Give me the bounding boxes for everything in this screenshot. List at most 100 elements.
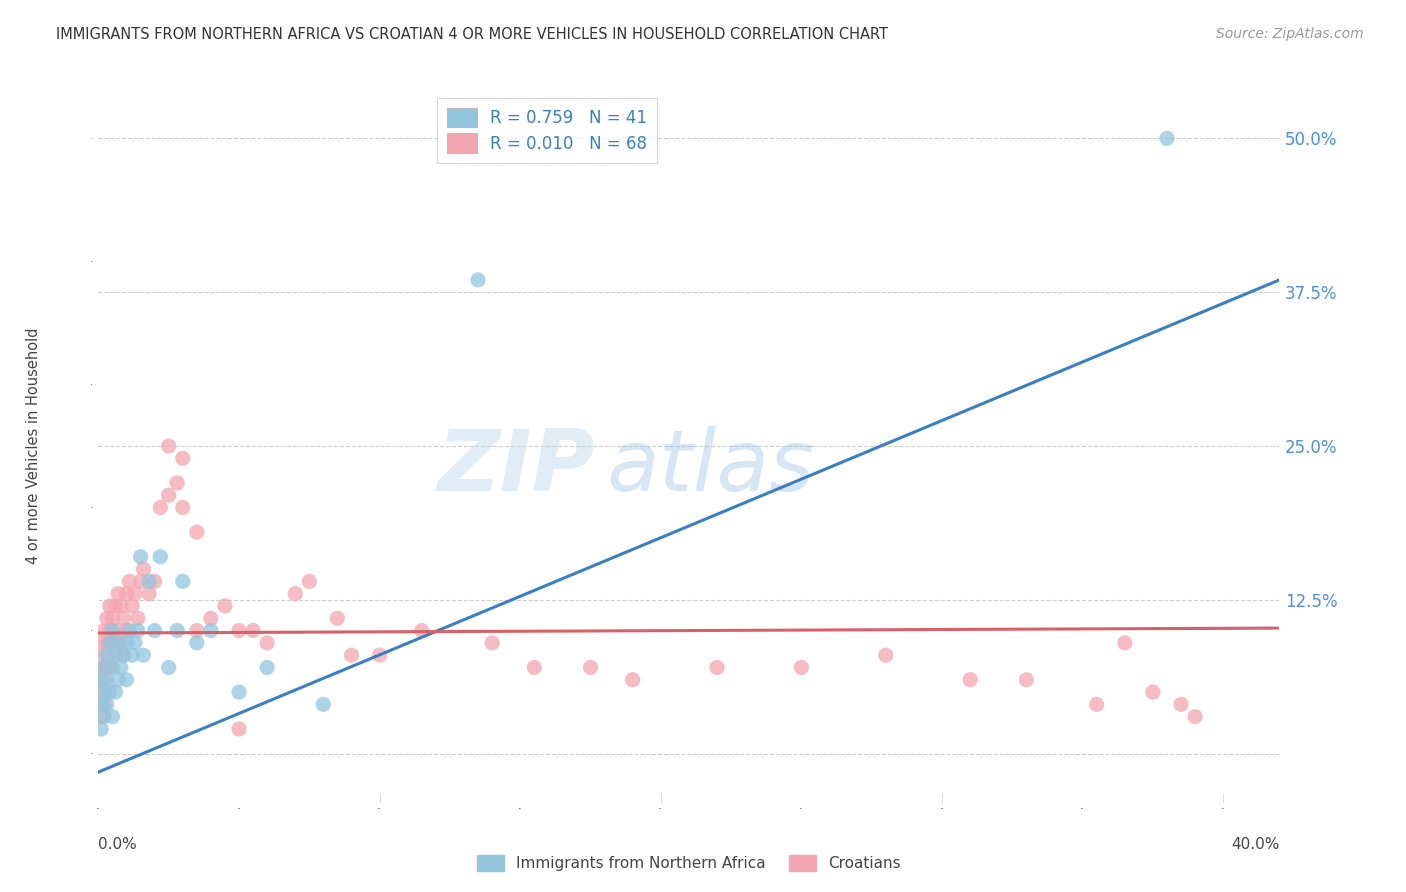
Point [110,599,132,613]
Point [200,624,222,638]
Point [96,698,118,712]
Point [90,660,112,674]
Point [110,660,132,674]
Point [104,636,127,650]
Point [172,451,194,466]
Point [467,273,489,287]
Point [98,599,121,613]
Point [96,673,118,687]
Point [115,636,138,650]
Point [129,574,152,589]
Point [481,636,503,650]
Point [112,648,135,662]
Point [129,549,152,564]
Point [298,574,321,589]
Point [166,624,188,638]
Point [118,624,141,638]
Point [90,698,112,712]
Point [256,636,278,650]
Point [90,722,112,736]
Text: IMMIGRANTS FROM NORTHERN AFRICA VS CROATIAN 4 OR MORE VEHICLES IN HOUSEHOLD CORR: IMMIGRANTS FROM NORTHERN AFRICA VS CROAT… [56,27,889,42]
Point [242,624,264,638]
Point [1156,131,1178,145]
Point [1015,673,1038,687]
Point [93,698,115,712]
Point [959,673,981,687]
Point [90,673,112,687]
Point [1170,698,1192,712]
Point [107,636,129,650]
Point [132,648,155,662]
Point [98,660,121,674]
Point [1114,636,1136,650]
Point [149,549,172,564]
Point [96,611,118,625]
Text: ZIP: ZIP [437,425,595,509]
Point [127,624,149,638]
Point [256,660,278,674]
Point [214,599,236,613]
Point [101,660,124,674]
Point [172,574,194,589]
Point [101,648,124,662]
Point [93,660,115,674]
Point [149,500,172,515]
Point [107,624,129,638]
Point [138,574,160,589]
Point [101,709,124,723]
Text: Source: ZipAtlas.com: Source: ZipAtlas.com [1216,27,1364,41]
Point [127,611,149,625]
Text: 4 or more Vehicles in Household: 4 or more Vehicles in Household [25,327,41,565]
Point [706,660,728,674]
Point [93,709,115,723]
Point [166,475,188,490]
Point [96,648,118,662]
Point [1142,685,1164,699]
Point [875,648,897,662]
Point [98,624,121,638]
Point [228,722,250,736]
Text: atlas: atlas [606,425,814,509]
Point [93,685,115,699]
Point [790,660,813,674]
Point [96,660,118,674]
Point [284,587,307,601]
Point [411,624,433,638]
Point [96,636,118,650]
Point [107,587,129,601]
Point [118,574,141,589]
Point [157,488,180,502]
Point [340,648,363,662]
Point [157,660,180,674]
Point [143,574,166,589]
Point [107,673,129,687]
Point [200,611,222,625]
Point [621,673,644,687]
Point [228,685,250,699]
Point [186,636,208,650]
Point [90,636,112,650]
Point [101,624,124,638]
Text: 40.0%: 40.0% [1232,837,1279,852]
Point [228,624,250,638]
Point [132,562,155,576]
Point [121,648,143,662]
Point [172,500,194,515]
Point [115,624,138,638]
Text: 0.0%: 0.0% [98,837,138,852]
Point [93,624,115,638]
Point [124,636,146,650]
Point [104,685,127,699]
Point [157,439,180,453]
Point [112,648,135,662]
Point [579,660,602,674]
Point [98,636,121,650]
Point [143,624,166,638]
Point [1184,709,1206,723]
Point [101,611,124,625]
Point [115,587,138,601]
Point [124,587,146,601]
Point [93,673,115,687]
Point [93,648,115,662]
Legend: Immigrants from Northern Africa, Croatians: Immigrants from Northern Africa, Croatia… [471,849,907,877]
